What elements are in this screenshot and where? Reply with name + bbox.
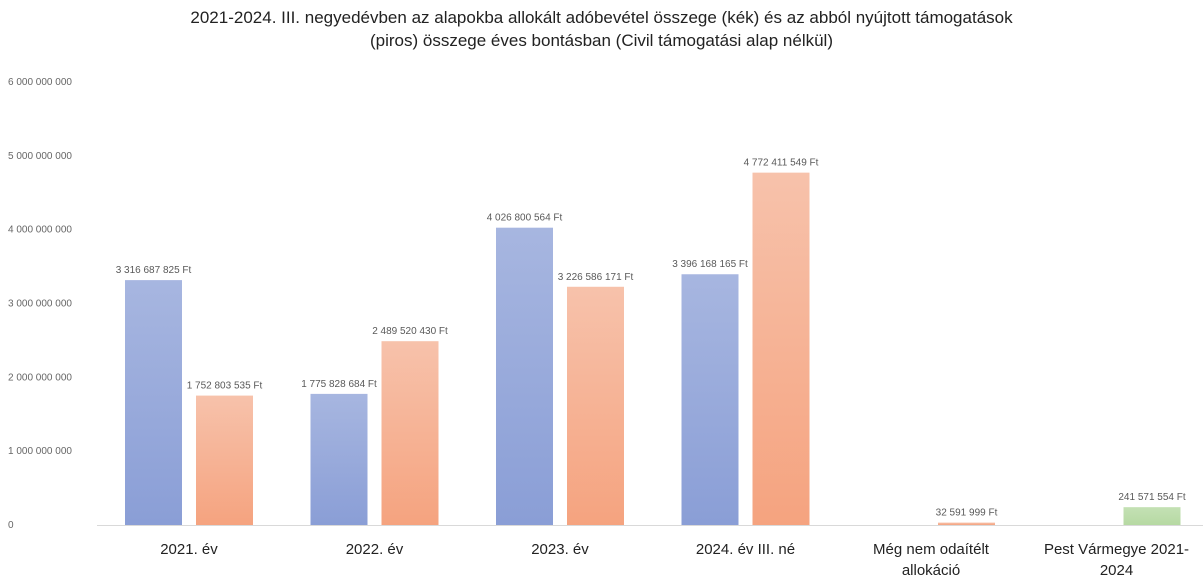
y-tick-label: 2 000 000 000 [8,372,72,383]
bar [938,522,995,525]
bar [310,393,368,525]
bar [681,274,739,525]
data-label: 2 489 520 430 Ft [372,326,448,337]
bar [1123,507,1181,525]
data-label: 3 396 168 165 Ft [672,259,748,270]
x-tick-label: Pest Vármegye 2021- [1044,541,1189,558]
chart-title-line-1: 2021-2024. III. negyedévben az alapokba … [190,8,1013,27]
x-tick-label: 2024 [1100,562,1133,579]
data-label: 1 775 828 684 Ft [301,379,377,390]
bar [496,227,553,525]
y-tick-label: 5 000 000 000 [8,151,72,162]
data-label: 241 571 554 Ft [1118,492,1185,503]
bar [567,286,624,525]
bar [752,172,810,525]
data-label: 1 752 803 535 Ft [187,381,263,392]
x-tick-label: 2023. év [531,541,589,558]
data-label: 4 026 800 564 Ft [487,213,563,224]
x-tick-label: 2021. év [160,541,218,558]
bar [125,280,182,525]
y-tick-label: 3 000 000 000 [8,299,72,310]
y-tick-label: 4 000 000 000 [8,225,72,236]
x-tick-label: 2024. év III. né [696,541,795,558]
bar [196,395,253,525]
y-tick-label: 0 [8,520,14,531]
y-tick-label: 6 000 000 000 [8,77,72,88]
chart-title-line-2: (piros) összege éves bontásban (Civil tá… [369,31,833,50]
bar [381,341,439,525]
x-tick-label: allokáció [902,562,960,579]
data-label: 4 772 411 549 Ft [744,158,819,169]
data-label: 3 316 687 825 Ft [116,265,192,276]
y-tick-label: 1 000 000 000 [8,446,72,457]
data-label: 32 591 999 Ft [936,508,998,519]
x-tick-label: 2022. év [346,541,404,558]
data-label: 3 226 586 171 Ft [558,272,634,283]
x-tick-label: Még nem odaítélt [873,541,990,558]
